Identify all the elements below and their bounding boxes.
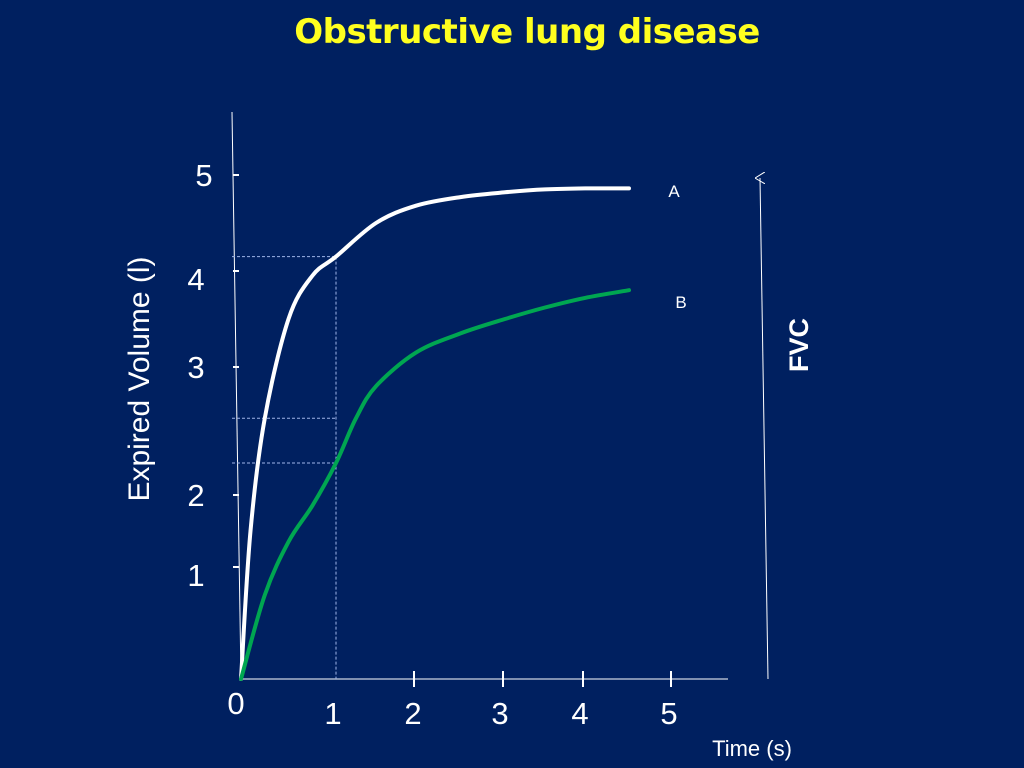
series-label-a: A bbox=[668, 182, 680, 201]
y-axis-title: Expired Volume (l) bbox=[123, 256, 156, 501]
fvc-arrow bbox=[760, 178, 769, 680]
series-lines bbox=[239, 186, 631, 681]
y-tick-label-2: 2 bbox=[187, 478, 204, 513]
x-axis-title: Time (s) bbox=[712, 736, 792, 761]
series-line-b bbox=[239, 288, 631, 681]
x-tick-label-4: 4 bbox=[571, 696, 588, 731]
y-tick-label-5: 5 bbox=[195, 158, 212, 193]
y-tick-label-3: 3 bbox=[187, 350, 204, 385]
x-tick-label-5: 5 bbox=[660, 696, 677, 731]
x-tick-label-2: 2 bbox=[404, 696, 421, 731]
series-label-b: B bbox=[675, 293, 686, 312]
series-line-a bbox=[239, 186, 631, 681]
y-tick-label-4: 4 bbox=[187, 262, 204, 297]
chart-title: Obstructive lung disease bbox=[294, 12, 760, 52]
guide-lines bbox=[232, 256, 337, 679]
x-tick-label-3: 3 bbox=[491, 696, 508, 731]
axis-ticks bbox=[233, 174, 672, 687]
y-axis bbox=[231, 111, 242, 679]
fvc-label: FVC bbox=[784, 318, 814, 372]
y-tick-label-1: 1 bbox=[187, 558, 204, 593]
x-tick-label-1: 1 bbox=[324, 696, 341, 731]
origin-tick-label: 0 bbox=[227, 686, 244, 721]
